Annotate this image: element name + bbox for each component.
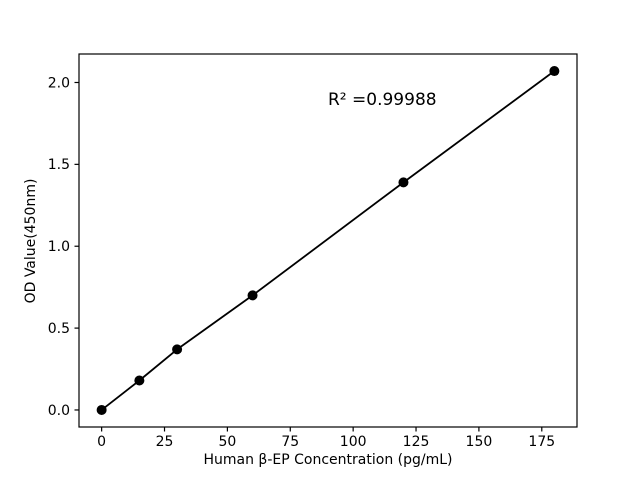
plot-border (78, 53, 578, 428)
data-point (96, 404, 107, 415)
y-tick-label: 0.5 (48, 321, 70, 337)
data-line (100, 70, 556, 411)
y-tick-label: 0.0 (48, 403, 70, 419)
y-tick-label: 1.5 (48, 157, 70, 173)
y-tick-label: 1.0 (48, 239, 70, 255)
y-axis-label: OD Value(450nm) (22, 178, 39, 304)
x-tick-label: 25 (156, 434, 174, 450)
data-point (247, 290, 258, 301)
x-tick-label: 100 (340, 434, 367, 450)
data-point (549, 66, 560, 77)
x-tick-label: 125 (403, 434, 430, 450)
x-tick-label: 50 (218, 434, 236, 450)
r-squared-annotation: R² =0.99988 (328, 90, 437, 110)
data-point (398, 177, 409, 188)
x-tick-label: 75 (281, 434, 299, 450)
y-tick-label: 2.0 (48, 75, 70, 91)
x-tick-label: 0 (97, 434, 106, 450)
data-point (134, 375, 145, 386)
x-axis-label: Human β-EP Concentration (pg/mL) (203, 452, 453, 468)
x-tick-label: 175 (528, 434, 555, 450)
x-tick-label: 150 (466, 434, 493, 450)
data-point (172, 344, 183, 355)
